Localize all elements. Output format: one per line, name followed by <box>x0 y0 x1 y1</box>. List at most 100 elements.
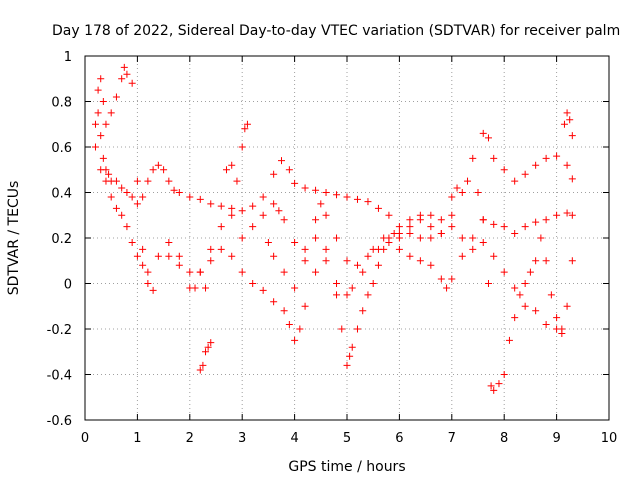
data-point-track-d <box>374 261 382 269</box>
data-point-track-d <box>369 280 377 287</box>
data-point-track-d <box>437 229 445 237</box>
data-point-track-b <box>128 239 136 247</box>
data-point-track-d <box>228 161 236 169</box>
data-point-track-d <box>241 125 249 133</box>
data-point-track-d <box>301 257 309 265</box>
data-point-track-c <box>301 302 309 310</box>
data-point-track-a <box>259 193 267 201</box>
data-point-track-a <box>301 184 309 192</box>
data-point-track-d <box>359 307 367 315</box>
data-point-track-b <box>563 209 571 217</box>
data-point-track-a <box>105 170 113 178</box>
data-point-track-d <box>348 343 356 351</box>
data-point-track-c <box>144 280 152 287</box>
data-point-track-c <box>112 93 120 101</box>
data-point-track-d <box>395 229 403 237</box>
data-point-track-b <box>228 211 236 219</box>
data-point-track-b <box>532 218 540 226</box>
data-point-track-b <box>469 234 477 242</box>
data-point-track-d <box>427 223 435 231</box>
data-point-track-b <box>416 257 424 265</box>
data-point-track-a <box>479 129 487 137</box>
chart-title: Day 178 of 2022, Sidereal Day-to-day VTE… <box>52 23 620 39</box>
data-point-track-b <box>333 234 341 242</box>
data-point-track-a <box>144 177 152 185</box>
data-point-track-d <box>364 291 372 299</box>
data-point-track-d <box>516 291 524 299</box>
data-point-track-a <box>186 193 194 201</box>
data-point-track-c <box>296 325 304 333</box>
data-point-track-a <box>291 179 299 187</box>
data-point-track-d <box>385 234 393 242</box>
data-point-track-a <box>149 166 157 174</box>
data-point-track-d <box>453 184 461 192</box>
data-point-track-d <box>553 314 561 322</box>
data-point-track-c <box>542 320 550 328</box>
x-tick-label: 8 <box>500 431 508 446</box>
data-point-track-d <box>568 132 576 140</box>
data-point-track-d <box>547 291 555 299</box>
data-point-track-c <box>437 216 445 224</box>
data-point-track-b <box>270 200 278 208</box>
data-point-track-d <box>199 361 207 369</box>
data-point-track-d <box>202 348 210 356</box>
data-point-track-b <box>107 193 115 201</box>
data-point-track-c <box>249 280 257 287</box>
data-point-track-b <box>458 252 466 260</box>
data-point-track-d <box>353 325 361 333</box>
data-point-track-d <box>322 245 330 253</box>
data-point-track-c <box>259 286 267 294</box>
data-point-track-a <box>490 154 498 162</box>
data-point-track-a <box>249 202 257 210</box>
x-axis-label: GPS time / hours <box>288 459 405 475</box>
data-point-track-c <box>207 257 215 265</box>
data-point-track-c <box>500 268 508 276</box>
x-tick-label: 4 <box>290 431 298 446</box>
x-tick-label: 6 <box>395 431 403 446</box>
data-point-track-c <box>369 245 377 253</box>
data-point-track-a <box>448 211 456 219</box>
y-tick-label: 0 <box>64 278 72 293</box>
y-tick-label: 0.2 <box>51 232 72 247</box>
y-axis: -0.6 -0.4 -0.2 0 0.2 0.4 0.6 0.8 1 <box>47 50 609 429</box>
data-point-track-b <box>406 252 414 260</box>
data-point-track-d <box>207 339 215 347</box>
data-point-track-a <box>312 186 320 194</box>
data-point-track-c <box>270 298 278 306</box>
data-point-track-c <box>149 286 157 294</box>
y-tick-label: 0.8 <box>51 96 72 111</box>
data-point-track-a <box>532 161 540 169</box>
data-point-track-a <box>406 229 414 237</box>
data-point-track-d <box>484 280 492 287</box>
data-point-track-a <box>228 204 236 212</box>
data-point-track-b <box>123 223 131 231</box>
data-point-track-d <box>500 371 508 378</box>
data-point-track-a <box>395 223 403 231</box>
data-point-track-d <box>487 382 495 390</box>
data-point-track-b <box>275 207 283 215</box>
data-point-track-b <box>343 257 351 265</box>
data-point-track-c <box>139 245 147 253</box>
data-point-track-a <box>353 195 361 203</box>
data-point-track-b <box>207 245 215 253</box>
data-point-track-c <box>469 245 477 253</box>
data-point-track-a <box>91 120 99 128</box>
y-tick-label: -0.2 <box>47 323 72 338</box>
data-point-track-c <box>479 239 487 247</box>
data-point-track-b <box>133 252 141 260</box>
data-point-track-b <box>238 234 246 242</box>
data-point-track-d <box>563 109 571 117</box>
data-point-track-b <box>97 166 105 174</box>
data-point-track-d <box>280 268 288 276</box>
data-point-track-a <box>374 204 382 212</box>
data-point-track-c <box>99 98 107 105</box>
data-point-track-a <box>139 193 147 201</box>
data-point-track-a <box>285 166 293 174</box>
data-point-track-c <box>196 268 204 276</box>
data-point-track-c <box>94 86 102 94</box>
data-point-track-b <box>280 216 288 224</box>
data-point-track-c <box>333 280 341 287</box>
x-tick-label: 5 <box>343 431 351 446</box>
data-point-track-b <box>353 261 361 269</box>
data-point-track-c <box>343 291 351 299</box>
